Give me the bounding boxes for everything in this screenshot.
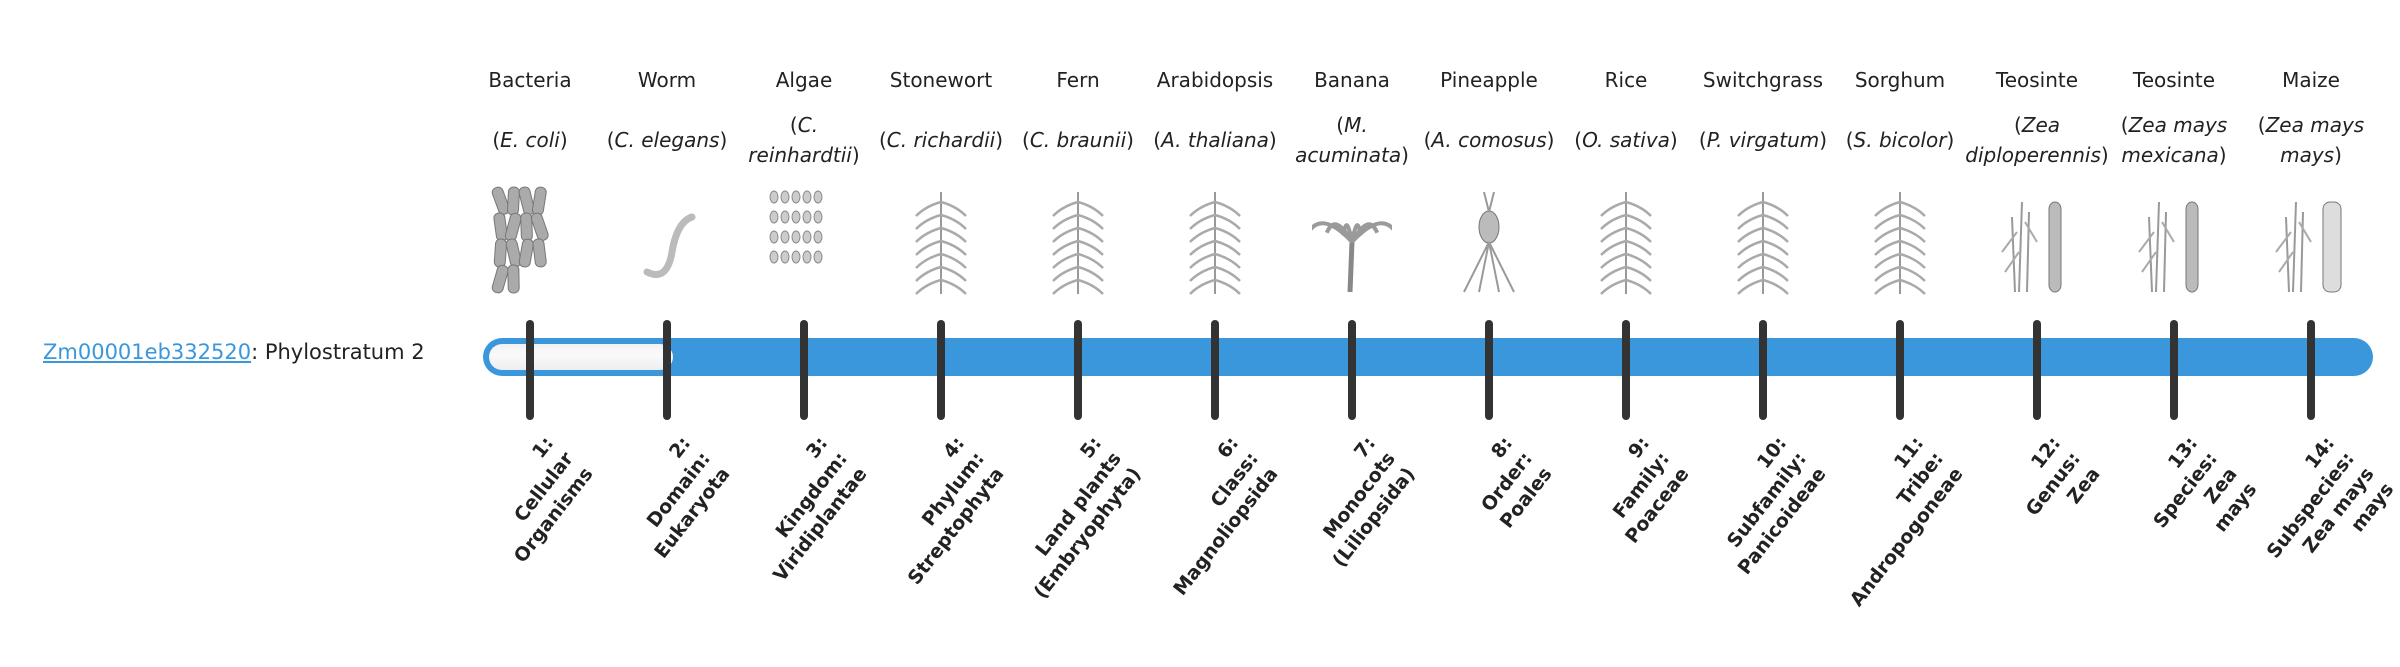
scientific-name-text: C. richardii — [886, 128, 996, 152]
organism-scientific-name: (E. coli) — [492, 128, 568, 152]
arabidopsis-icon — [1147, 180, 1283, 300]
organism-column: Worm (C. elegans) — [599, 60, 735, 300]
organism-scientific-name: (A. thaliana) — [1153, 128, 1277, 152]
organism-scientific-name: (Zea mays mays) — [2257, 113, 2365, 167]
phylostratum-bar — [483, 338, 2373, 376]
organism-scientific-name: (S. bicolor) — [1845, 128, 1955, 152]
scientific-name-text: O. sativa — [1582, 128, 1670, 152]
scientific-name-text: S. bicolor — [1853, 128, 1947, 152]
organism-scientific-name: (C. braunii) — [1022, 128, 1134, 152]
organism-column: Pineapple (A. comosus) — [1421, 60, 1557, 300]
scientific-name-text: C. braunii — [1029, 128, 1127, 152]
stratum-tick — [1485, 320, 1493, 420]
scientific-name-text: C. elegans — [614, 128, 720, 152]
organism-column: Arabidopsis (A. thaliana) — [1147, 60, 1283, 300]
banana-icon — [1284, 180, 1420, 300]
stratum-tick — [1348, 320, 1356, 420]
organism-common-name: Fern — [1056, 68, 1100, 92]
organism-column: Fern (C. braunii) — [1010, 60, 1146, 300]
stratum-tick — [1759, 320, 1767, 420]
rice-icon — [1558, 180, 1694, 300]
organism-scientific-name: (A. comosus) — [1423, 128, 1555, 152]
organism-common-name: Maize — [2282, 68, 2340, 92]
scientific-name-text: P. virgatum — [1706, 128, 1820, 152]
scientific-name-text: E. coli — [500, 128, 560, 152]
fern-icon — [1010, 180, 1146, 300]
algae-icon — [736, 180, 872, 300]
stratum-tick — [526, 320, 534, 420]
organism-column: Teosinte (Zea mays mexicana) — [2106, 60, 2242, 300]
organism-common-name: Arabidopsis — [1156, 68, 1274, 92]
bar-unfilled-segment — [489, 344, 673, 370]
scientific-name-text: Zea mays mexicana — [2121, 113, 2228, 167]
organism-common-name: Teosinte — [1995, 68, 2079, 92]
organism-column: Bacteria (E. coli) — [462, 60, 598, 300]
stratum-tick — [663, 320, 671, 420]
stonewort-icon — [873, 180, 1009, 300]
sorghum-icon — [1832, 180, 1968, 300]
organism-scientific-name: (M. acuminata) — [1295, 113, 1409, 167]
organism-common-name: Algae — [775, 68, 833, 92]
organism-column: Switchgrass (P. virgatum) — [1695, 60, 1831, 300]
stratum-tick — [2307, 320, 2315, 420]
organism-scientific-name: (P. virgatum) — [1698, 128, 1828, 152]
teosinte-icon — [2106, 180, 2242, 300]
organism-column: Banana (M. acuminata) — [1284, 60, 1420, 300]
stratum-tick — [2170, 320, 2178, 420]
scientific-name-text: M. acuminata — [1295, 113, 1402, 167]
teosinte-icon — [1969, 180, 2105, 300]
organism-column: Rice (O. sativa) — [1558, 60, 1694, 300]
stratum-tick — [1622, 320, 1630, 420]
organism-common-name: Pineapple — [1440, 68, 1538, 92]
switchgrass-icon — [1695, 180, 1831, 300]
organism-common-name: Banana — [1314, 68, 1390, 92]
scientific-name-text: Zea diploperennis — [1965, 113, 2101, 167]
stratum-tick — [1211, 320, 1219, 420]
organism-common-name: Switchgrass — [1702, 68, 1824, 92]
organism-column: Teosinte (Zea diploperennis) — [1965, 60, 2109, 300]
stratum-tick — [2033, 320, 2041, 420]
stratum-tick — [937, 320, 945, 420]
stratum-tick — [800, 320, 808, 420]
phylostratum-text: : Phylostratum 2 — [251, 340, 425, 364]
scientific-name-text: C. reinhardtii — [748, 113, 852, 167]
maize-icon — [2243, 180, 2379, 300]
scientific-name-text: A. comosus — [1431, 128, 1547, 152]
organism-scientific-name: (Zea mays mexicana) — [2120, 113, 2228, 167]
organism-common-name: Stonewort — [889, 68, 993, 92]
organism-common-name: Sorghum — [1854, 68, 1946, 92]
organism-column: Sorghum (S. bicolor) — [1832, 60, 1968, 300]
bacteria-icon — [462, 180, 598, 300]
gene-link[interactable]: Zm00001eb332520 — [43, 340, 252, 364]
organism-scientific-name: (C. reinhardtii) — [748, 113, 860, 167]
gene-label: Zm00001eb332520: Phylostratum 2 — [43, 340, 425, 364]
organism-common-name: Bacteria — [488, 68, 572, 92]
pineapple-icon — [1421, 180, 1557, 300]
organism-column: Stonewort (C. richardii) — [873, 60, 1009, 300]
scientific-name-text: A. thaliana — [1161, 128, 1269, 152]
scientific-name-text: Zea mays mays — [2265, 113, 2365, 167]
organism-common-name: Rice — [1604, 68, 1648, 92]
organism-scientific-name: (O. sativa) — [1574, 128, 1678, 152]
organism-scientific-name: (C. richardii) — [878, 128, 1004, 152]
stratum-tick — [1074, 320, 1082, 420]
organism-scientific-name: (Zea diploperennis) — [1965, 113, 2109, 167]
organism-common-name: Teosinte — [2132, 68, 2216, 92]
organism-common-name: Worm — [637, 68, 697, 92]
stratum-tick — [1896, 320, 1904, 420]
worm-icon — [599, 180, 735, 300]
organism-column: Maize (Zea mays mays) — [2243, 60, 2379, 300]
organism-scientific-name: (C. elegans) — [606, 128, 728, 152]
organism-column: Algae (C. reinhardtii) — [736, 60, 872, 300]
